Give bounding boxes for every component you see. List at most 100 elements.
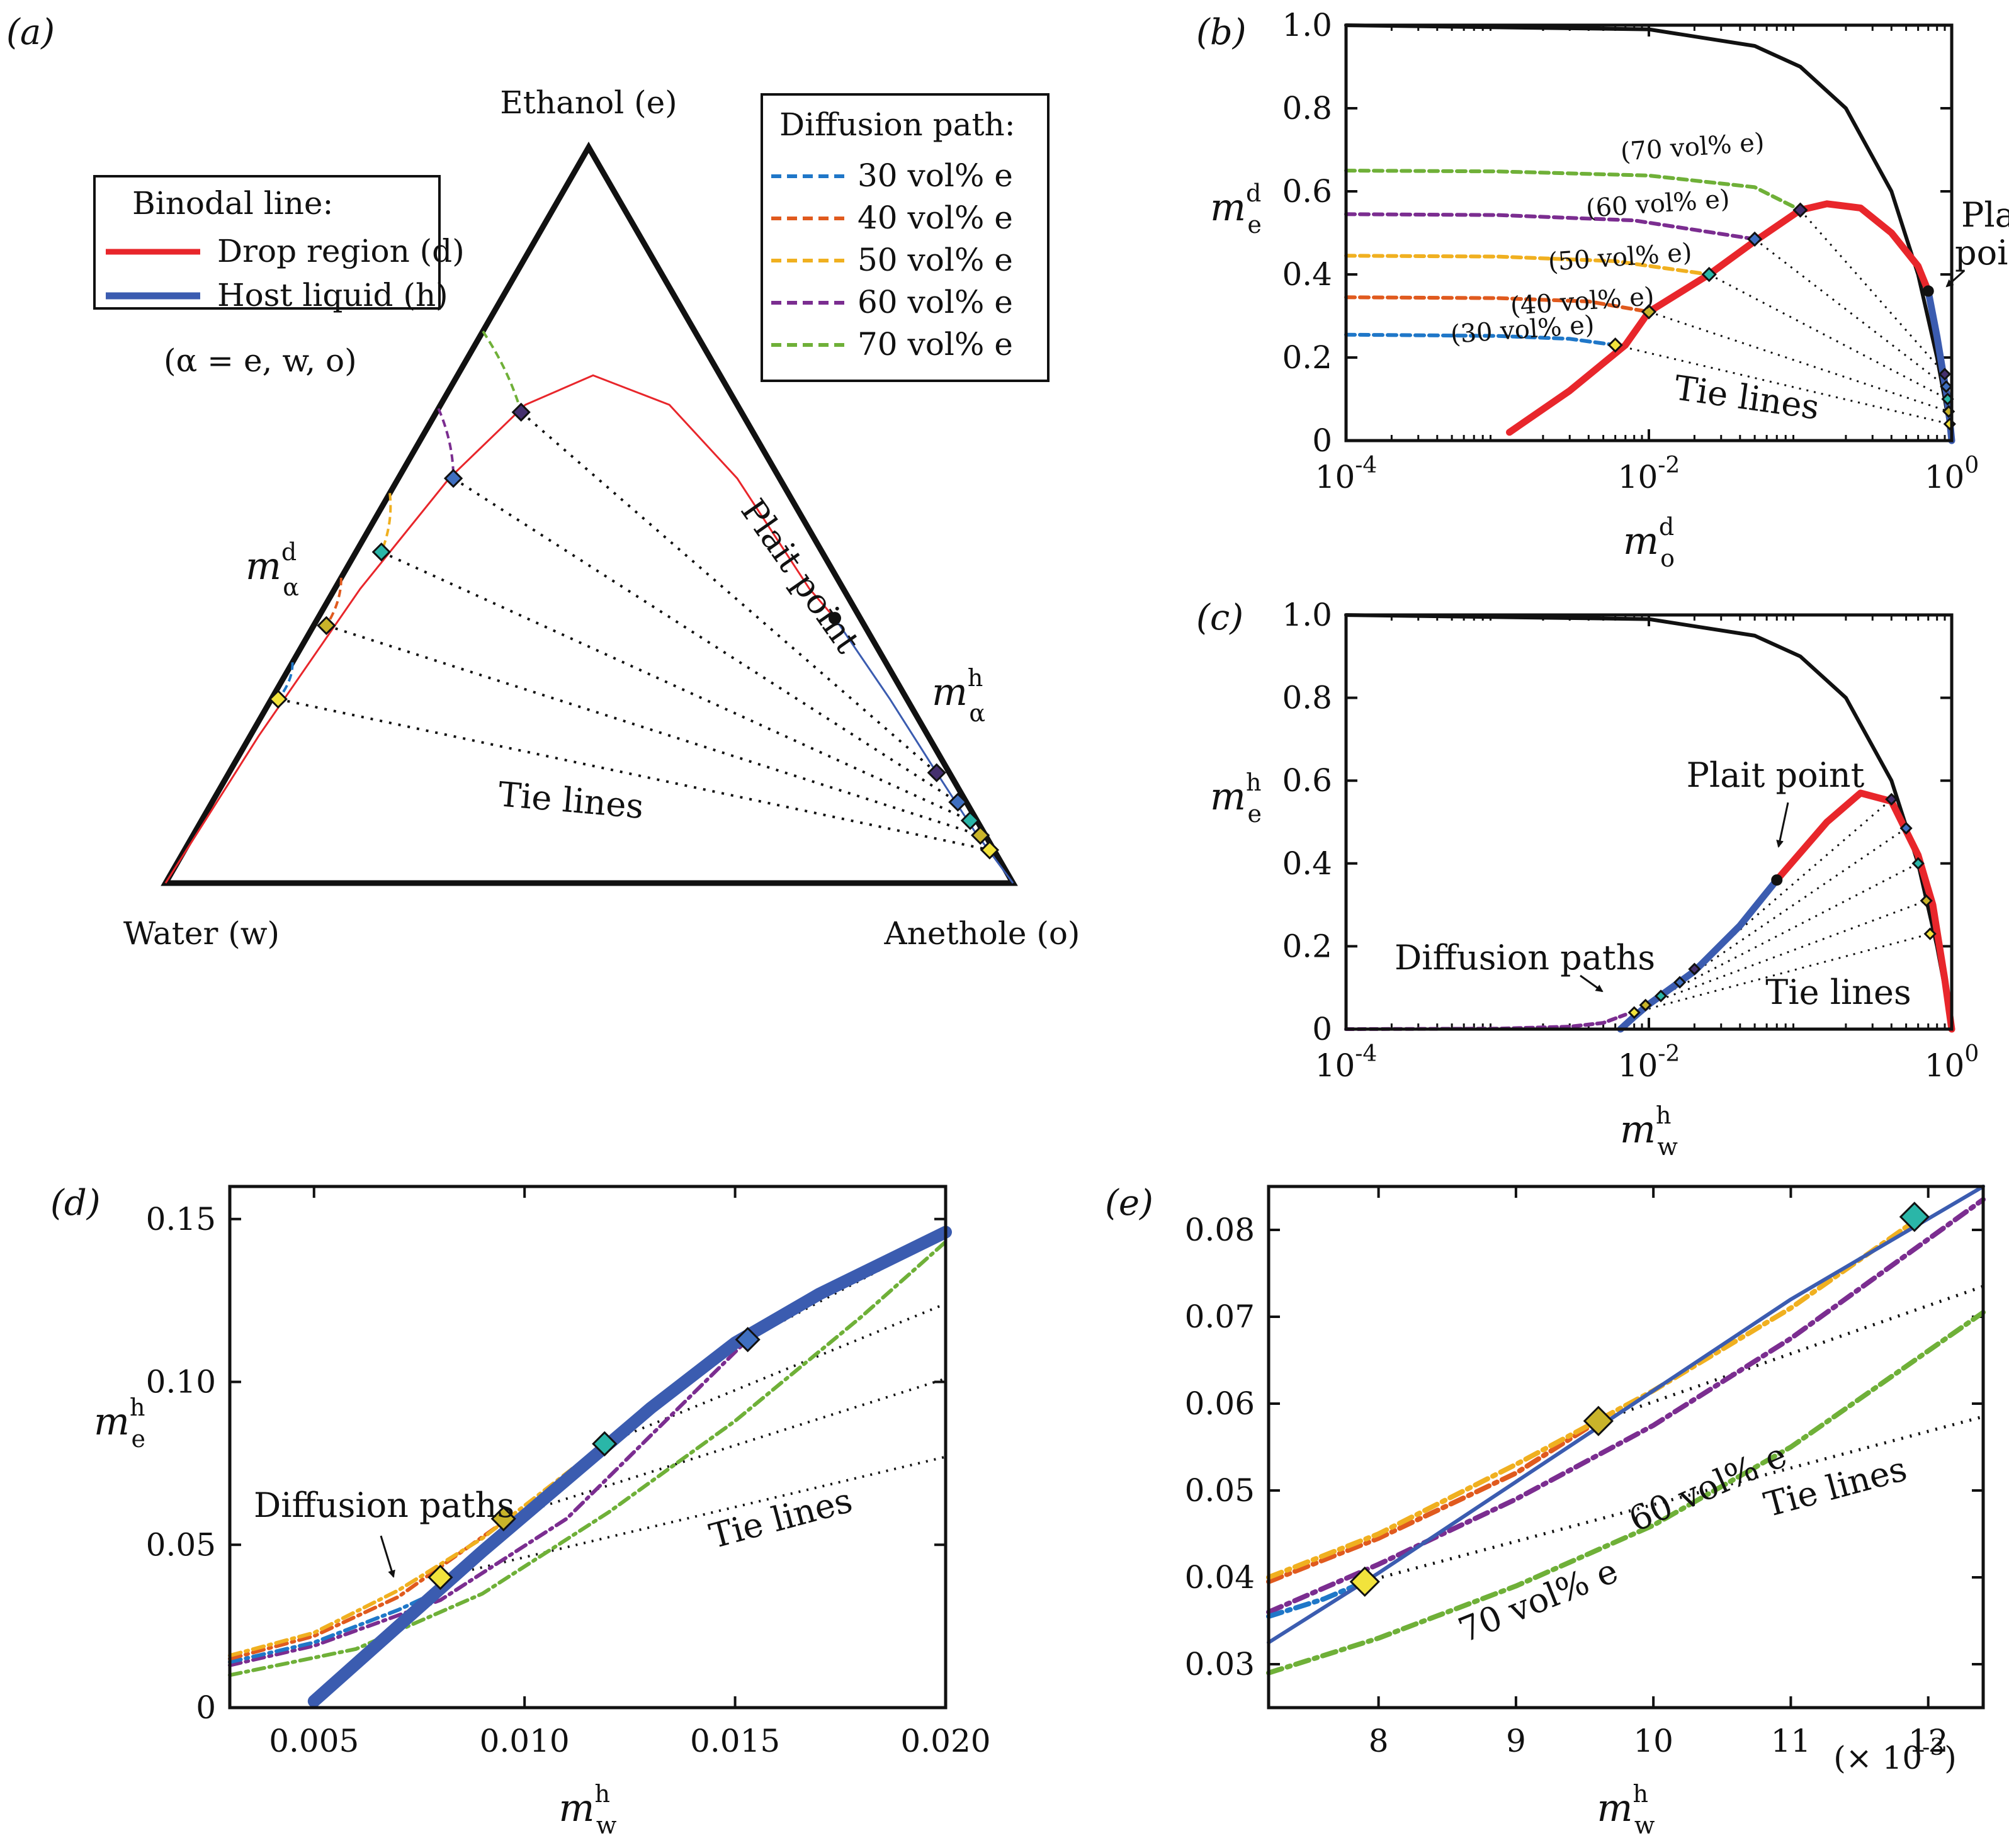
panel-d-plot-area: [439, 1234, 946, 1579]
ann-diffusion-c: Diffusion paths: [1395, 938, 1655, 978]
x-tick-label: 0.005: [269, 1723, 359, 1759]
ternary-drop-diamond: [371, 542, 391, 562]
panel-c-xlabel: mh w: [1620, 1101, 1678, 1161]
ann-md-sup: d: [281, 538, 297, 566]
ann-m-alpha-d: md α: [246, 538, 299, 601]
ann-tie-lines-a: Tie lines: [497, 774, 645, 826]
boundary-line: [1344, 23, 1954, 442]
panel-e-plot-area: [1364, 1285, 1983, 1584]
tie-line: [1660, 862, 1919, 997]
panel-b-frame: [1344, 23, 1954, 442]
vertex-ethanol: Ethanol (e): [500, 84, 677, 121]
y-tick-label: 0.2: [1282, 339, 1332, 376]
y-tick-label: 0.04: [1185, 1559, 1255, 1596]
ann-tie-lines-c: Tie lines: [1765, 972, 1911, 1012]
legend-path-label-p60: 60 vol% e: [857, 284, 1013, 320]
ann-mh-m: m: [932, 670, 968, 714]
ann-plait: Plait: [1961, 195, 2009, 235]
panel-e-frame: [1267, 1185, 1985, 1710]
ternary-binodal-drop: [164, 374, 836, 884]
y-tick-label: 1.0: [1282, 7, 1332, 43]
ternary-drop-diamond: [268, 689, 288, 709]
host-diamond: [1688, 962, 1701, 976]
legend-paths-title: Diffusion path:: [779, 106, 1016, 143]
host-diamond: [1899, 1202, 1930, 1232]
y-tick-label: 0.07: [1185, 1299, 1255, 1335]
x-multiplier: (× 10-3): [1833, 1735, 1957, 1776]
tie-line: [1645, 899, 1927, 1006]
plait-arrow: [1945, 269, 1965, 288]
diffusion-paths: [1344, 1013, 1627, 1031]
ann-md-sub: α: [283, 573, 299, 601]
ann-70: (70 vol% e): [1619, 128, 1765, 167]
ann-mh-sup: h: [968, 664, 983, 692]
y-tick-label: 0.4: [1282, 256, 1332, 293]
host-diamond: [735, 1327, 761, 1353]
y-tick-label: 0.10: [146, 1364, 216, 1400]
diffusion-path-p40: [1344, 295, 1651, 314]
binodal-host: [1925, 287, 1955, 444]
diffusion-path-p40: [1266, 1418, 1601, 1584]
ternary-diffusion-path: [325, 577, 342, 626]
y-tick-label: 0: [196, 1689, 216, 1726]
legend-host-label: Host liquid (h): [217, 277, 448, 313]
drop-diamond: [1923, 927, 1937, 940]
x-tick-label: 100: [1925, 1041, 1979, 1084]
ternary-diffusion-path: [482, 330, 523, 413]
diffusion-arrow: [380, 1535, 395, 1578]
ternary-drop-diamond: [317, 616, 336, 635]
panel-d-label: (d): [50, 1183, 101, 1224]
panel-b-xlabel: md o: [1623, 513, 1675, 572]
y-tick-label: 0.08: [1185, 1212, 1255, 1248]
x-tick-label: 10-4: [1315, 1041, 1378, 1084]
diffusion-path-p70: [1266, 1310, 1986, 1676]
binodal-drop: [1506, 200, 1932, 436]
legend-paths-box: [761, 93, 1050, 382]
drop-diamond: [1607, 337, 1623, 353]
ann-tie-lines-d: Tie lines: [705, 1480, 856, 1557]
x-tick-label: 10-2: [1618, 453, 1680, 495]
ternary-host-diamond: [980, 840, 1000, 860]
host-diamond: [1673, 976, 1687, 989]
ann-60: (60 vol% e): [1585, 184, 1730, 223]
y-tick-label: 0.2: [1282, 928, 1332, 964]
drop-diamond: [1885, 792, 1898, 806]
legend-path-label-p70: 70 vol% e: [857, 326, 1013, 363]
tie-line: [1694, 798, 1893, 970]
binodal-host: [307, 1225, 952, 1708]
ternary-tie-line: [520, 411, 938, 774]
binodal-host: [1617, 876, 1780, 1033]
panel-d-xlabel: mh w: [559, 1780, 617, 1839]
y-tick-label: 0.4: [1282, 845, 1332, 882]
panel-c-ylabel: mh e: [1210, 769, 1262, 828]
host-diamond: [1627, 1006, 1641, 1019]
diffusion-path-p60: [1344, 212, 1757, 241]
drop-diamond: [1746, 231, 1763, 247]
host-diamond: [592, 1431, 618, 1456]
vertex-anethole: Anethole (o): [884, 915, 1080, 952]
y-tick-label: 0.03: [1185, 1646, 1255, 1682]
legend-path-label-p30: 30 vol% e: [857, 157, 1013, 194]
drop-diamond: [1920, 894, 1933, 908]
ann-tie-lines-b: Tie lines: [1672, 368, 1822, 427]
drop-diamond: [1911, 857, 1925, 870]
legend-binodal: Binodal line: Drop region (d) Host liqui…: [93, 175, 465, 313]
ann-m-alpha-h: mh α: [932, 664, 985, 727]
legend-path-label-p40: 40 vol% e: [857, 200, 1013, 236]
panel-d-chart: 0 0.05 0.10 0.15 0.005 0.010 0.015 0.020 Diffusi…: [50, 1183, 991, 1839]
panel-e-xlabel: mh w: [1597, 1780, 1655, 1839]
y-tick-label: 0.8: [1282, 680, 1332, 716]
legend-path-label-p50: 50 vol% e: [857, 242, 1013, 278]
panel-a-ternary: (a) Ethanol (e) Water (w) Anethole (o) B…: [6, 12, 1080, 952]
y-tick-label: 0.6: [1282, 173, 1332, 210]
ann-md-m: m: [246, 544, 281, 589]
ternary-tie-line: [278, 697, 990, 852]
x-tick-label: 0.015: [690, 1723, 780, 1759]
plait-point: [1771, 874, 1783, 886]
drop-diamond: [1701, 266, 1717, 283]
panel-c-chart: 0 0.2 0.4 0.6 0.8 1.0 10-4 10-2 100 Plait point Di…: [1196, 597, 1979, 1161]
drop-diamond: [1899, 821, 1913, 835]
ternary-tie-line: [325, 624, 981, 837]
panel-b-ylabel: md e: [1210, 179, 1262, 239]
legend-paths: Diffusion path: 30 vol% e 40 vol% e 50 vol…: [761, 93, 1050, 382]
